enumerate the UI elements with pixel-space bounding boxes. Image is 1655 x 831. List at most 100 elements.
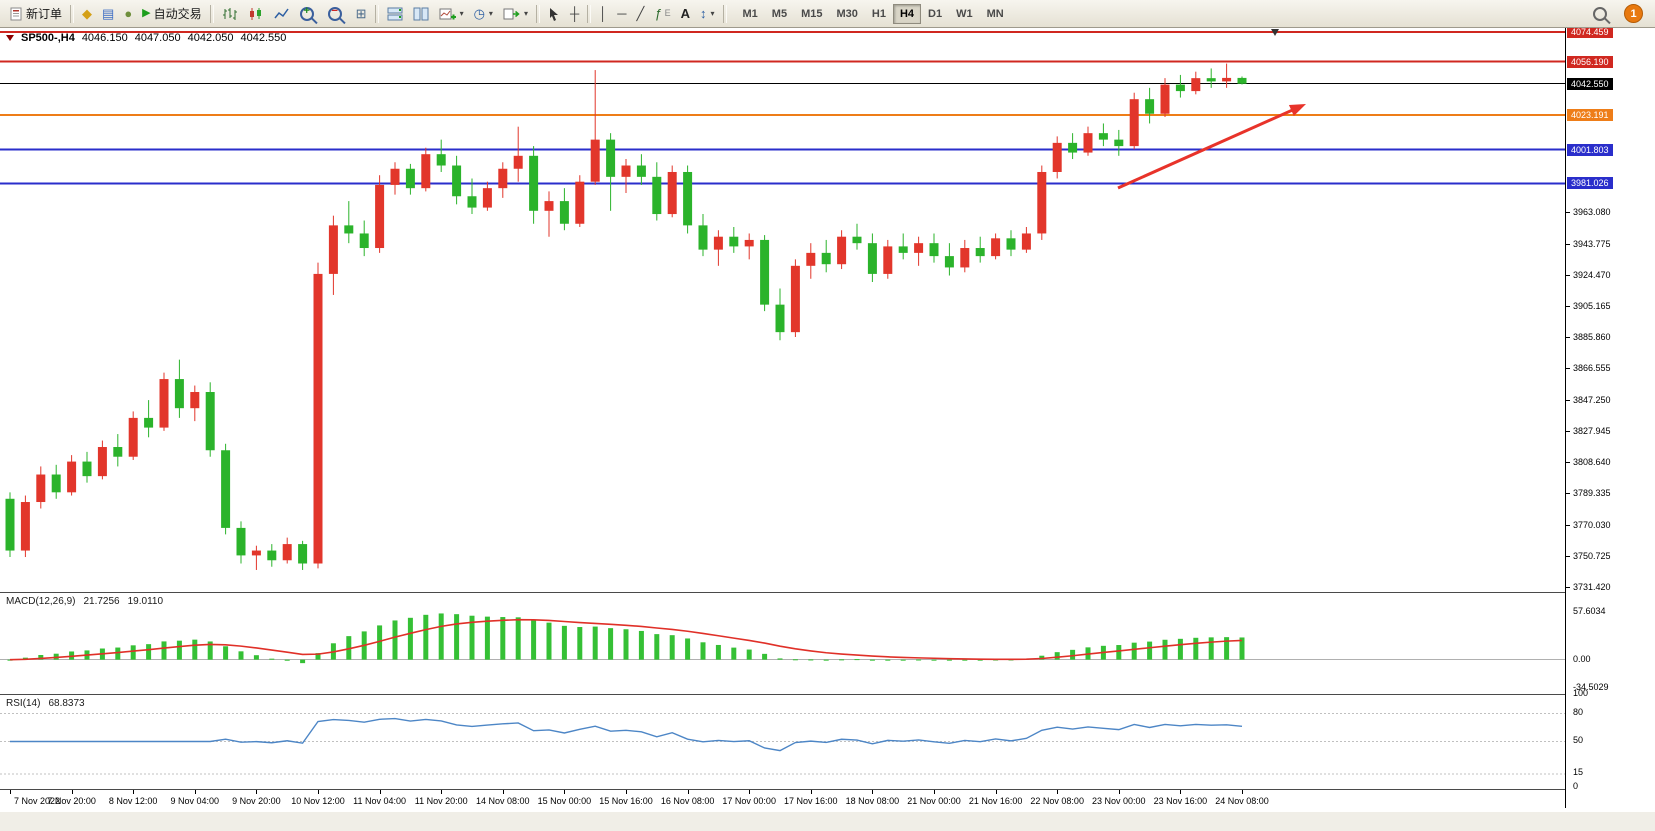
zoom-out-button[interactable]: − (323, 2, 351, 26)
price-axis-label: 3827.945 (1573, 425, 1611, 436)
price-axis-label: 3731.420 (1573, 582, 1611, 593)
candlestick-chart-button[interactable] (243, 2, 269, 26)
timeframe-tab-MN[interactable]: MN (986, 7, 1004, 20)
time-axis-label: 22 Nov 08:00 (1030, 796, 1084, 806)
line-chart-icon (274, 7, 290, 21)
price-line-badge: 4056.190 (1567, 55, 1613, 68)
candlestick-chart[interactable] (0, 28, 1565, 591)
time-axis-label: 17 Nov 16:00 (784, 796, 838, 806)
macd-axis-label: -34.5029 (1573, 682, 1609, 693)
time-axis-tick (1057, 790, 1059, 794)
grid-button[interactable]: ⊞ (351, 2, 372, 26)
time-axis-label: 15 Nov 00:00 (537, 796, 592, 806)
time-axis-tick (1242, 790, 1243, 794)
time-axis-label: 21 Nov 00:00 (907, 796, 961, 806)
text-tool-button[interactable]: A (676, 2, 695, 26)
price-axis-label: 3943.775 (1573, 238, 1611, 249)
navigator-icon: ● (124, 6, 133, 21)
price-axis-label: 3808.640 (1573, 457, 1611, 468)
timeframe-tab-H4[interactable]: H4 (892, 3, 921, 24)
timeframe-tab-M30[interactable]: M30 (836, 7, 858, 20)
price-chart-pane[interactable]: SP500-,H4 4046.150 4047.050 4042.050 404… (0, 27, 1565, 592)
zoom-in-button[interactable]: + (295, 2, 323, 26)
time-axis-label: 14 Nov 08:00 (476, 796, 530, 806)
price-axis-label: 3866.555 (1573, 363, 1611, 374)
search-symbol-button[interactable] (1588, 2, 1616, 26)
time-axis-label: 9 Nov 04:00 (170, 796, 220, 806)
line-chart-button[interactable] (269, 2, 295, 26)
time-axis-tick (71, 790, 73, 794)
rsi-pane[interactable]: RSI(14) 68.8373 (0, 694, 1565, 789)
time-axis-label: 16 Nov 08:00 (660, 796, 715, 806)
macd-signal-value: 19.0110 (127, 596, 164, 607)
time-axis-label: 21 Nov 16:00 (968, 796, 1023, 806)
crosshair-button[interactable]: ┼ (565, 2, 584, 26)
trend-arrow-annotation[interactable] (1117, 104, 1306, 190)
trendline-tool-button[interactable]: ╱ (632, 2, 650, 26)
price-line-badge: 4023.191 (1567, 109, 1613, 122)
horizontal-line-tool-button[interactable]: ─ (612, 2, 631, 26)
macd-axis-label: 57.6034 (1573, 605, 1606, 616)
chart-open-value: 4046.150 (81, 32, 128, 44)
price-axis-tick (1566, 493, 1570, 495)
dropdown-arrow-icon: ▾ (523, 9, 528, 18)
notification-badge[interactable]: 1 (1624, 4, 1643, 23)
periods-button[interactable]: ◷ ▾ (469, 2, 498, 26)
time-axis-label: 24 Nov 08:00 (1215, 796, 1269, 806)
time-axis-tick (133, 790, 135, 794)
new-chart-button[interactable]: ▾ (434, 2, 469, 26)
macd-pane[interactable]: MACD(12,26,9) 21.7256 19.0110 (0, 592, 1565, 694)
timeframe-tab-D1[interactable]: D1 (928, 7, 943, 20)
autotrading-button[interactable]: ▶ 自动交易 (137, 2, 206, 26)
navigator-button[interactable]: ● (119, 2, 137, 26)
cascade-windows-button[interactable] (408, 2, 434, 26)
rsi-name: RSI(14) (6, 698, 41, 709)
price-axis-label: 3885.860 (1573, 332, 1611, 343)
time-axis-tick (256, 790, 258, 794)
time-axis-tick (934, 790, 935, 794)
tile-windows-button[interactable] (382, 2, 408, 26)
price-axis-label: 3847.250 (1573, 394, 1611, 405)
arrows-tool-button[interactable]: ↕ ▾ (695, 2, 720, 26)
price-axis-tick (1566, 462, 1570, 464)
vertical-line-tool-button[interactable]: │ (594, 2, 612, 26)
time-axis-tick (872, 790, 874, 794)
new-order-button[interactable]: 新订单 (4, 2, 67, 26)
cursor-icon (548, 7, 560, 21)
time-axis-tick (379, 790, 381, 794)
time-axis-label: 18 Nov 08:00 (845, 796, 900, 806)
rsi-chart[interactable] (0, 695, 1565, 788)
bar-chart-button[interactable] (217, 2, 243, 26)
new-order-label: 新订单 (26, 7, 63, 21)
price-axis-tick (1566, 524, 1570, 526)
chart-symbol-period: SP500-,H4 (21, 32, 75, 44)
zoom-out-icon: − (327, 5, 342, 21)
timeframe-tab-M15[interactable]: M15 (801, 7, 823, 20)
price-axis[interactable]: 3963.080 3943.775 3924.470 3905.165 3885.860… (1565, 27, 1655, 808)
time-axis-label: 10 Nov 12:00 (291, 796, 345, 806)
timeframe-tab-M5[interactable]: M5 (771, 7, 788, 20)
data-window-button[interactable]: ▤ (97, 2, 119, 26)
zoom-in-icon: + (299, 5, 314, 21)
time-axis[interactable]: 7 Nov 2022 7 Nov 20:00 8 Nov 12:00 9 Nov 04… (0, 789, 1565, 812)
candlestick-series (5, 63, 1247, 570)
toolbar-separator (587, 4, 592, 23)
timeframe-tab-W1[interactable]: W1 (956, 7, 973, 20)
toolbar-separator (374, 4, 379, 23)
market-watch-button[interactable]: ◆ (77, 2, 97, 26)
toolbar-separator (209, 4, 214, 23)
price-axis-tick (1566, 368, 1570, 370)
timeframe-tab-M1[interactable]: M1 (742, 7, 758, 20)
price-axis-tick (1566, 555, 1570, 557)
autotrading-play-icon: ▶ (142, 7, 151, 19)
templates-button[interactable]: ▾ (498, 2, 533, 26)
rsi-axis-label: 15 (1573, 767, 1584, 778)
time-axis-tick (194, 790, 196, 794)
macd-chart[interactable] (0, 593, 1565, 693)
cursor-button[interactable] (543, 2, 565, 26)
time-axis-tick (1180, 790, 1182, 794)
time-axis-label: 11 Nov 04:00 (353, 796, 407, 806)
tile-windows-icon (387, 7, 403, 21)
timeframe-tab-H1[interactable]: H1 (871, 7, 886, 20)
